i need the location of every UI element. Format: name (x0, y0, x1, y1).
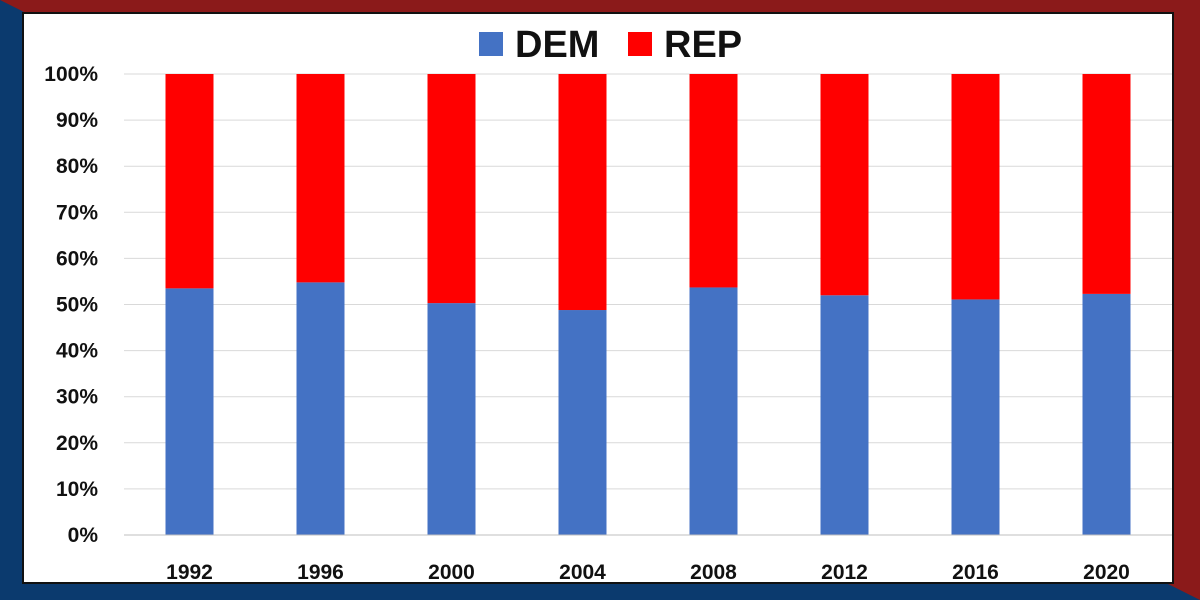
x-tick-label: 2016 (952, 561, 999, 582)
bar-dem-2016 (951, 299, 1000, 535)
bar-rep-2020 (1082, 74, 1131, 294)
bar-rep-2012 (820, 74, 869, 296)
legend-label-dem: DEM (515, 24, 599, 66)
chart-panel: 0% 10% 20% 30% 40% 50% 60% 70% 80% 90% 100% 1992 199… (22, 12, 1174, 584)
bar-dem-2020 (1082, 293, 1131, 535)
bar-dem-2000 (427, 303, 476, 535)
y-tick-label: 100% (44, 63, 98, 86)
bar-dem-2004 (558, 310, 607, 535)
bar-rep-2000 (427, 74, 476, 304)
bar-rep-2008 (689, 74, 738, 288)
x-tick-label: 2004 (559, 561, 606, 582)
x-tick-label: 2020 (1083, 561, 1130, 582)
y-tick-label: 30% (56, 386, 98, 409)
bar-rep-2004 (558, 74, 607, 311)
x-tick-label: 1992 (166, 561, 213, 582)
y-tick-label: 20% (56, 432, 98, 455)
bar-dem-1996 (296, 282, 345, 535)
y-tick-label: 10% (56, 478, 98, 501)
y-tick-label: 70% (56, 201, 98, 224)
bar-rep-1996 (296, 74, 345, 283)
y-tick-label: 50% (56, 294, 98, 317)
bar-dem-2012 (820, 295, 869, 535)
bar-dem-2008 (689, 287, 738, 535)
bar-dem-1992 (165, 288, 214, 535)
y-tick-label: 80% (56, 155, 98, 178)
x-tick-label: 1996 (297, 561, 344, 582)
legend-swatch-dem (479, 32, 503, 56)
bar-rep-1992 (165, 74, 214, 289)
x-tick-label: 2008 (690, 561, 737, 582)
y-tick-label: 90% (56, 109, 98, 132)
bar-rep-2016 (951, 74, 1000, 300)
y-tick-label: 0% (68, 524, 99, 547)
y-tick-label: 40% (56, 340, 98, 363)
stacked-bar-chart: 0% 10% 20% 30% 40% 50% 60% 70% 80% 90% 100% 1992 199… (44, 24, 1172, 582)
y-tick-label: 60% (56, 247, 98, 270)
legend-swatch-rep (628, 32, 652, 56)
legend-label-rep: REP (664, 24, 742, 66)
x-tick-label: 2000 (428, 561, 475, 582)
x-tick-label: 2012 (821, 561, 868, 582)
